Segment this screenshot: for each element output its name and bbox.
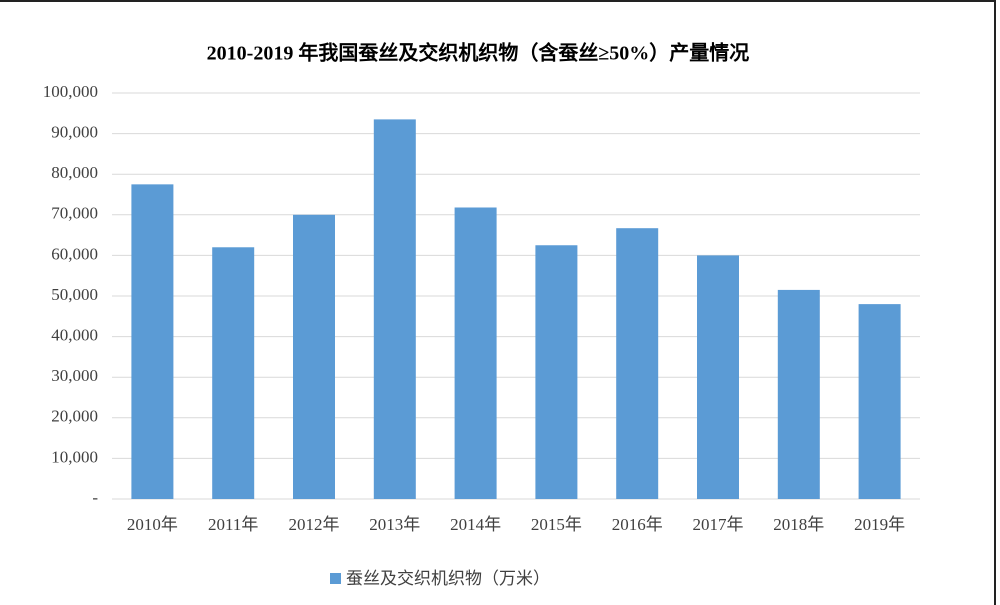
legend-label: 蚕丝及交织机织物（万米） bbox=[346, 569, 550, 588]
x-tick-label: 2012年 bbox=[289, 515, 340, 534]
y-tick-label: 40,000 bbox=[51, 326, 98, 345]
y-tick-label: - bbox=[92, 488, 98, 507]
x-tick-label: 2015年 bbox=[531, 515, 582, 534]
y-tick-label: 60,000 bbox=[51, 244, 98, 263]
y-tick-label: 100,000 bbox=[43, 82, 98, 101]
x-tick-label: 2017年 bbox=[693, 515, 744, 534]
x-tick-label: 2010年 bbox=[127, 515, 178, 534]
y-tick-label: 70,000 bbox=[51, 204, 98, 223]
bar bbox=[858, 304, 901, 499]
x-tick-label: 2014年 bbox=[450, 515, 501, 534]
bar bbox=[616, 228, 659, 499]
bar bbox=[535, 245, 578, 499]
y-tick-label: 20,000 bbox=[51, 407, 98, 426]
bar bbox=[697, 255, 739, 499]
legend-swatch bbox=[330, 573, 341, 584]
x-tick-label: 2019年 bbox=[854, 515, 905, 534]
y-tick-label: 90,000 bbox=[51, 123, 98, 142]
bar bbox=[131, 184, 174, 499]
bar bbox=[777, 289, 820, 499]
bar bbox=[454, 207, 497, 499]
bar bbox=[212, 247, 255, 499]
x-tick-label: 2011年 bbox=[208, 515, 258, 534]
y-tick-label: 10,000 bbox=[51, 447, 98, 466]
bar bbox=[293, 214, 335, 500]
x-tick-label: 2016年 bbox=[612, 515, 663, 534]
x-tick-label: 2013年 bbox=[369, 515, 420, 534]
y-tick-label: 80,000 bbox=[51, 163, 98, 182]
bar bbox=[373, 119, 416, 499]
y-tick-label: 30,000 bbox=[51, 366, 98, 385]
y-tick-label: 50,000 bbox=[51, 285, 98, 304]
chart-title: 2010-2019 年我国蚕丝及交织机织物（含蚕丝≥50%）产量情况 bbox=[207, 41, 750, 65]
x-tick-label: 2018年 bbox=[773, 515, 824, 534]
